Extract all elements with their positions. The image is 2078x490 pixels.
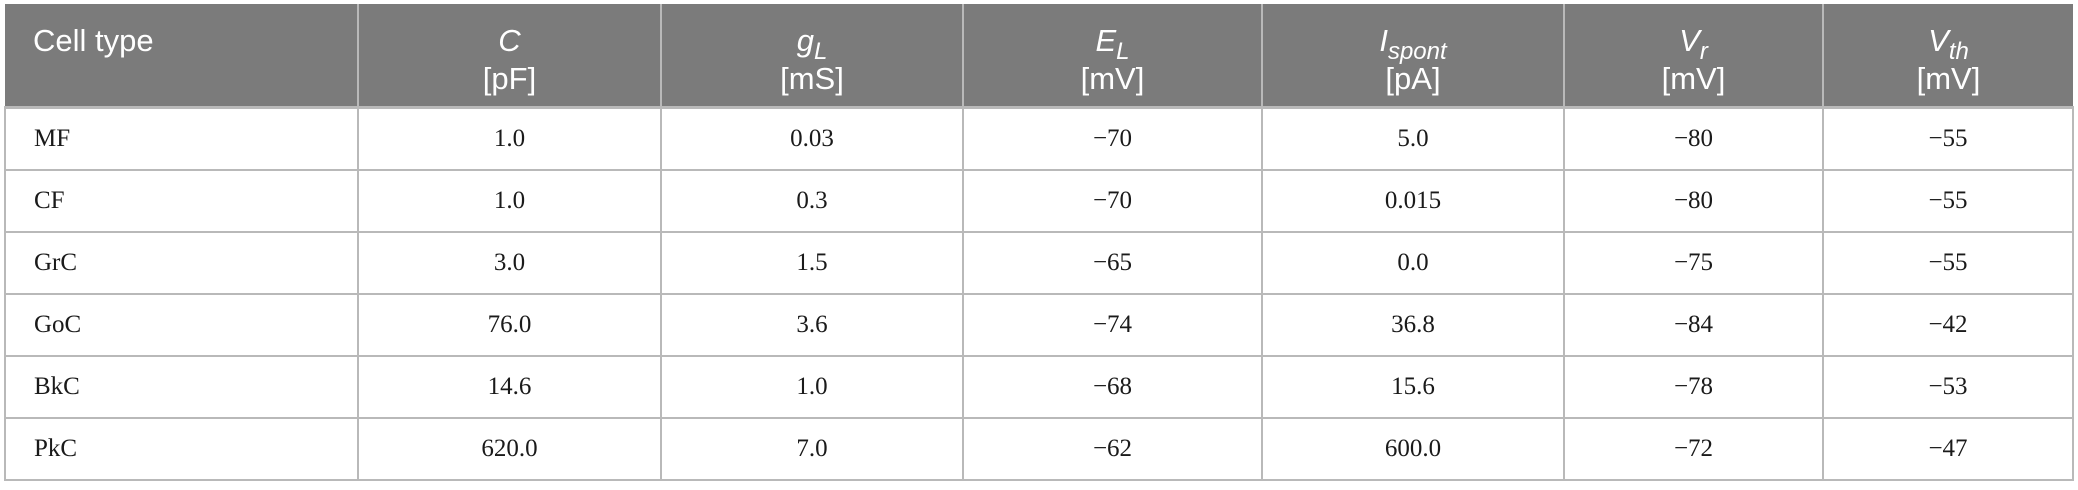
table-cell: 1.0 <box>358 107 662 171</box>
table-row: CF 1.0 0.3 −70 0.015 −80 −55 <box>4 170 2074 233</box>
header-symbol: gL <box>796 23 828 65</box>
header-unit: [pA] <box>1385 61 1441 96</box>
table-cell: 3.0 <box>358 232 662 295</box>
table-cell: 36.8 <box>1262 294 1565 357</box>
cell-type-name: GrC <box>4 232 359 295</box>
table-cell: 0.0 <box>1262 232 1565 295</box>
table-cell: −72 <box>1564 418 1824 481</box>
header-cell-type-label: Cell type <box>33 23 154 58</box>
header-unit: [mV] <box>1916 61 1981 96</box>
header-symbol: Ispont <box>1379 23 1447 65</box>
table-cell: −42 <box>1823 294 2074 357</box>
header-unit: [mV] <box>1080 61 1145 96</box>
cell-type-name: MF <box>4 107 359 171</box>
table-cell: 14.6 <box>358 356 662 419</box>
table-row: PkC 620.0 7.0 −62 600.0 −72 −47 <box>4 418 2074 481</box>
table-cell: 620.0 <box>358 418 662 481</box>
table-row: BkC 14.6 1.0 −68 15.6 −78 −53 <box>4 356 2074 419</box>
table-cell: 0.3 <box>661 170 964 233</box>
parameter-table-container: Cell type C [pF] gL [mS] EL <box>4 4 2074 481</box>
table-cell: 76.0 <box>358 294 662 357</box>
header-symbol: C <box>498 23 521 58</box>
header-leak-conductance: gL [mS] <box>661 4 964 109</box>
table-cell: −84 <box>1564 294 1824 357</box>
table-row: GrC 3.0 1.5 −65 0.0 −75 −55 <box>4 232 2074 295</box>
table-cell: 1.5 <box>661 232 964 295</box>
header-capacitance: C [pF] <box>358 4 662 109</box>
table-cell: −78 <box>1564 356 1824 419</box>
table-cell: −47 <box>1823 418 2074 481</box>
table-cell: 3.6 <box>661 294 964 357</box>
table-cell: −65 <box>963 232 1263 295</box>
header-spontaneous-current: Ispont [pA] <box>1262 4 1565 109</box>
header-symbol: EL <box>1095 23 1130 65</box>
table-row: MF 1.0 0.03 −70 5.0 −80 −55 <box>4 107 2074 171</box>
table-header: Cell type C [pF] gL [mS] EL <box>5 4 2073 109</box>
header-leak-reversal: EL [mV] <box>963 4 1263 109</box>
header-unit: [mS] <box>780 61 844 96</box>
cell-type-name: CF <box>4 170 359 233</box>
table-cell: −62 <box>963 418 1263 481</box>
table-row: GoC 76.0 3.6 −74 36.8 −84 −42 <box>4 294 2074 357</box>
header-unit: [pF] <box>482 61 537 96</box>
cell-type-name: GoC <box>4 294 359 357</box>
table-cell: −53 <box>1823 356 2074 419</box>
table-cell: −80 <box>1564 170 1824 233</box>
table-cell: −55 <box>1823 107 2074 171</box>
table-cell: 0.015 <box>1262 170 1565 233</box>
table-cell: 7.0 <box>661 418 964 481</box>
table-cell: 1.0 <box>661 356 964 419</box>
table-cell: 15.6 <box>1262 356 1565 419</box>
table-cell: 600.0 <box>1262 418 1565 481</box>
table-cell: −55 <box>1823 232 2074 295</box>
header-cell-type: Cell type <box>5 4 359 109</box>
cell-type-name: PkC <box>4 418 359 481</box>
table-body: MF 1.0 0.03 −70 5.0 −80 −55 CF 1.0 0.3 −… <box>4 107 2074 481</box>
header-reset-potential: Vr [mV] <box>1564 4 1824 109</box>
table-cell: 0.03 <box>661 107 964 171</box>
table-cell: 5.0 <box>1262 107 1565 171</box>
header-row: Cell type C [pF] gL [mS] EL <box>5 4 2073 109</box>
table-cell: −55 <box>1823 170 2074 233</box>
header-symbol: Vr <box>1679 23 1708 65</box>
header-threshold-potential: Vth [mV] <box>1823 4 2073 109</box>
header-symbol: Vth <box>1928 23 1969 65</box>
table-cell: 1.0 <box>358 170 662 233</box>
table-cell: −80 <box>1564 107 1824 171</box>
cell-type-name: BkC <box>4 356 359 419</box>
table-cell: −70 <box>963 107 1263 171</box>
table-cell: −74 <box>963 294 1263 357</box>
table-cell: −70 <box>963 170 1263 233</box>
table-cell: −75 <box>1564 232 1824 295</box>
header-unit: [mV] <box>1661 61 1726 96</box>
table-cell: −68 <box>963 356 1263 419</box>
cell-parameter-table: Cell type C [pF] gL [mS] EL <box>4 4 2074 481</box>
